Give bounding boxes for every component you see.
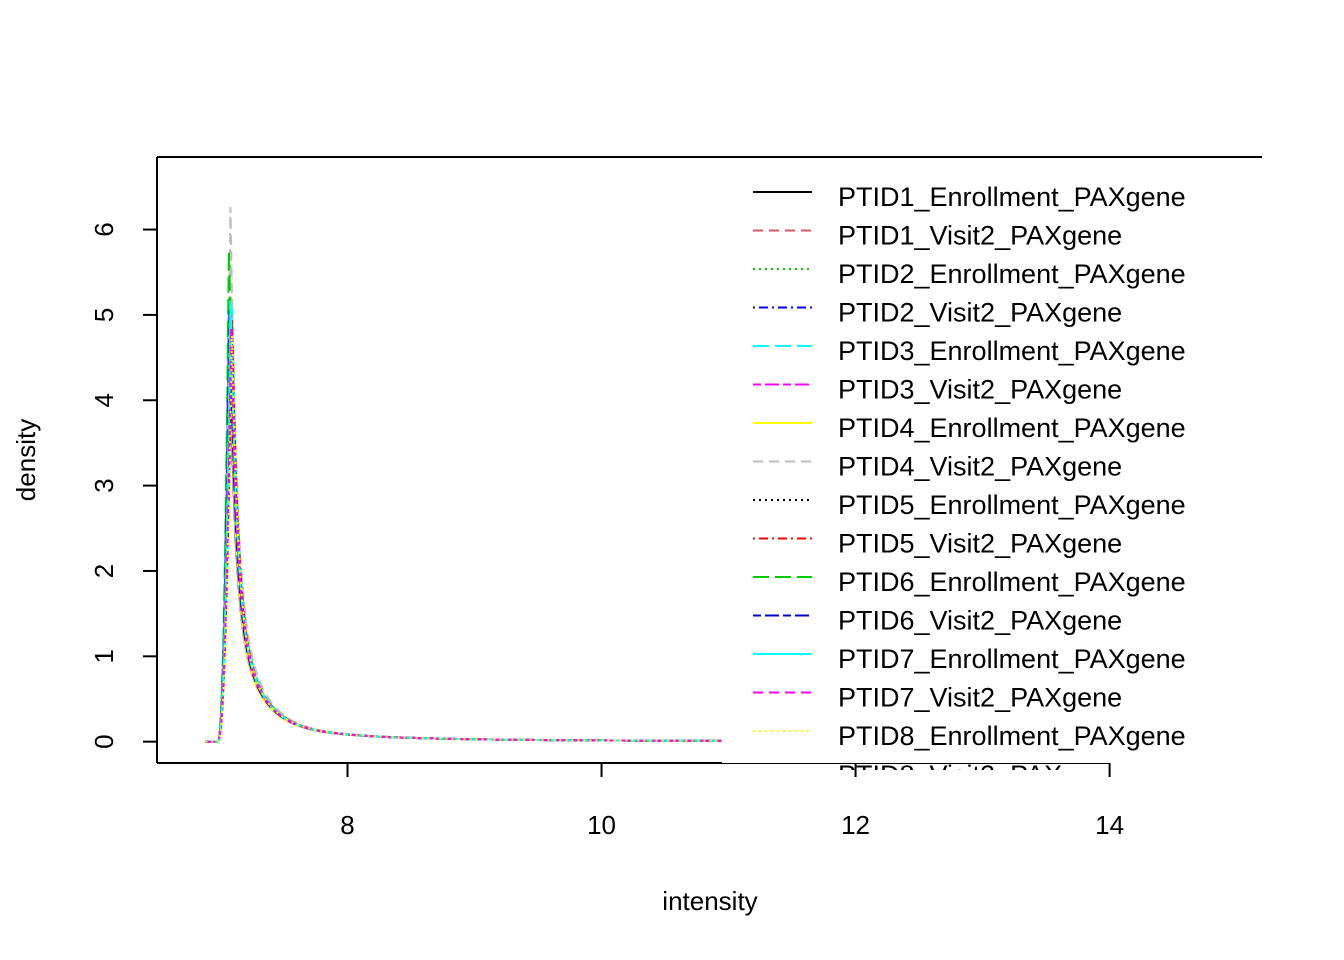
- y-tick-label: 6: [89, 222, 119, 236]
- legend-label: PTID6_Visit2_PAXgene: [838, 606, 1122, 636]
- y-tick-label: 0: [89, 734, 119, 748]
- legend-label: PTID1_Enrollment_PAXgene: [838, 182, 1186, 212]
- legend-label: PTID4_Visit2_PAXgene: [838, 452, 1122, 482]
- legend-label: PTID8_Enrollment_PAXgene: [838, 721, 1186, 751]
- y-tick-label: 5: [89, 308, 119, 322]
- y-tick-label: 3: [89, 478, 119, 492]
- legend-label: PTID3_Visit2_PAXgene: [838, 375, 1122, 405]
- legend-label: PTID1_Visit2_PAXgene: [838, 221, 1122, 251]
- legend-label: PTID5_Visit2_PAXgene: [838, 529, 1122, 559]
- legend-label: PTID2_Visit2_PAXgene: [838, 298, 1122, 328]
- legend-background: [722, 158, 1282, 763]
- legend-label: PTID6_Enrollment_PAXgene: [838, 567, 1186, 597]
- y-axis-title: density: [11, 419, 41, 501]
- x-tick-label: 10: [587, 810, 616, 840]
- series-line: [205, 328, 723, 743]
- y-tick-label: 2: [89, 564, 119, 578]
- legend-overflow-label: PTID8_Visit2_PAX: [838, 760, 1062, 790]
- legend: PTID1_Enrollment_PAXgene PTID1_Visit2_PAX…: [753, 182, 1186, 751]
- x-tick-label: 14: [1095, 810, 1124, 840]
- legend-label: PTID7_Enrollment_PAXgene: [838, 644, 1186, 674]
- legend-label: PTID3_Enrollment_PAXgene: [838, 336, 1186, 366]
- y-tick-label: 1: [89, 649, 119, 663]
- x-tick-label: 8: [340, 810, 354, 840]
- density-curves: [205, 206, 723, 743]
- x-tick-label: 12: [841, 810, 870, 840]
- legend-label: PTID7_Visit2_PAXgene: [838, 683, 1122, 713]
- y-tick-label: 4: [89, 393, 119, 407]
- x-axis-title: intensity: [662, 886, 757, 916]
- y-axis: 0 1 2 3 4 5 6: [89, 222, 157, 749]
- legend-label: PTID4_Enrollment_PAXgene: [838, 413, 1186, 443]
- legend-label: PTID2_Enrollment_PAXgene: [838, 259, 1186, 289]
- x-axis: 8 10 12 14: [340, 762, 1124, 840]
- legend-label: PTID5_Enrollment_PAXgene: [838, 490, 1186, 520]
